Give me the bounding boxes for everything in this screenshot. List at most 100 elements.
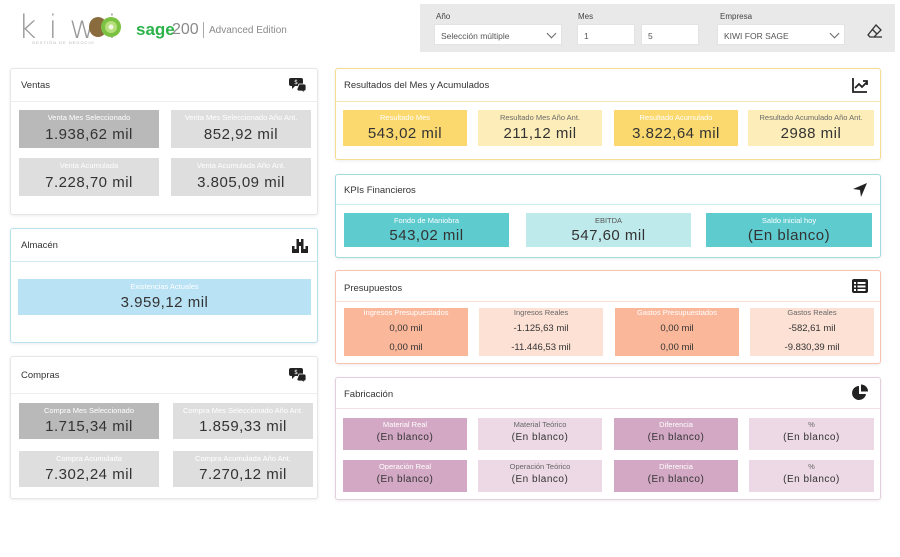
presupuestos-title: Presupuestos	[344, 283, 403, 294]
kpi-venta-mes: Venta Mes Seleccionado 1.938,62 mil	[19, 110, 159, 148]
kpi-value: (En blanco)	[511, 432, 569, 443]
edition-label: Advanced Edition	[209, 25, 287, 36]
kpi-value: 543,02 mil	[389, 227, 464, 244]
kpi-operacion-porcentaje: % (En blanco)	[749, 460, 874, 492]
kpi-value: 3.805,09 mil	[197, 174, 285, 191]
resultados-card: Resultados del Mes y Acumulados Resultad…	[335, 68, 881, 160]
kpi-gastos-presupuestados: Gastos Presupuestados 0,00 mil 0,00 mil	[615, 308, 739, 356]
month-label: Mes	[578, 12, 594, 21]
kpi-fondo-maniobra: Fondo de Maniobra 543,02 mil	[344, 213, 509, 247]
kpi-label: Resultado Mes Año Ant.	[499, 113, 581, 122]
compras-title: Compras	[21, 370, 60, 381]
company-dropdown[interactable]: KIWI FOR SAGE	[717, 24, 845, 45]
company-value: KIWI FOR SAGE	[724, 31, 789, 41]
presupuestos-card: Presupuestos Ingresos Presupuestados 0,0…	[335, 270, 881, 364]
kpi-material-teorico: Material Teórico (En blanco)	[478, 418, 602, 450]
header-divider	[203, 22, 204, 38]
card-separator	[11, 393, 317, 394]
kpi-value: 7.270,12 mil	[199, 466, 287, 483]
chat-money-icon: $	[289, 78, 307, 93]
company-label: Empresa	[720, 12, 753, 21]
kpi-compra-mes: Compra Mes Seleccionado 1.715,34 mil	[19, 403, 159, 439]
kpi-label: Saldo inicial hoy	[761, 216, 817, 225]
kpi-venta-acumulada: Venta Acumulada 7.228,70 mil	[19, 158, 159, 196]
kpi-venta-mes-ant: Venta Mes Seleccionado Año Ant. 852,92 m…	[171, 110, 311, 148]
kpi-compra-mes-ant: Compra Mes Seleccionado Año Ant. 1.859,3…	[173, 403, 313, 439]
trend-chart-icon	[852, 78, 868, 93]
kpi-venta-acumulada-ant: Venta Acumulada Año Ant. 3.805,09 mil	[171, 158, 311, 196]
kpi-value: (En blanco)	[511, 474, 569, 485]
kpi-value: (En blanco)	[376, 474, 434, 485]
kpi-value: 1.715,34 mil	[45, 418, 133, 435]
kpi-value-month: 0,00 mil	[389, 323, 423, 334]
svg-text:$: $	[294, 79, 298, 86]
kpi-value-month: -1.125,63 mil	[513, 323, 569, 334]
boxes-icon	[292, 239, 308, 253]
kpi-compra-acumulada: Compra Acumulada 7.302,24 mil	[19, 451, 159, 487]
card-separator	[336, 301, 880, 302]
sage-logo: sage	[136, 20, 175, 39]
almacen-title: Almacén	[21, 240, 58, 251]
kpi-value: 543,02 mil	[367, 125, 443, 142]
kpis-card: KPIs Financieros Fondo de Maniobra 543,0…	[335, 174, 881, 258]
kpi-label: Gastos Reales	[787, 308, 837, 317]
fabricacion-title: Fabricación	[344, 389, 394, 400]
kpi-resultado-acumulado-ant: Resultado Acumulado Año Ant. 2988 mil	[748, 110, 874, 146]
kpi-label: Diferencia	[659, 462, 693, 471]
kpi-label: Compra Mes Seleccionado Año Ant.	[182, 406, 304, 415]
kpi-label: Existencias Actuales	[130, 282, 199, 291]
chevron-down-icon	[546, 28, 557, 39]
card-separator	[336, 204, 880, 205]
kpi-label: Venta Acumulada Año Ant.	[196, 161, 286, 170]
ventas-title: Ventas	[21, 80, 51, 91]
kpi-label: Compra Acumulada Año Ant.	[195, 454, 291, 463]
kpi-operacion-teorico: Operación Teórico (En blanco)	[478, 460, 602, 492]
kpi-value: (En blanco)	[747, 227, 831, 244]
kpi-compra-acumulada-ant: Compra Acumulada Año Ant. 7.270,12 mil	[173, 451, 313, 487]
kpi-value: 3.959,12 mil	[120, 294, 209, 311]
kpi-resultado-mes: Resultado Mes 543,02 mil	[343, 110, 467, 146]
filter-bar: Año Selección múltiple Mes 1 5 Empresa K…	[420, 4, 895, 52]
kpi-value: 7.228,70 mil	[45, 174, 133, 191]
kpi-value-accumulated: -9.830,39 mil	[784, 342, 840, 353]
kpi-label: Material Real	[382, 420, 428, 429]
year-dropdown[interactable]: Selección múltiple	[434, 24, 562, 45]
kpi-existencias: Existencias Actuales 3.959,12 mil	[18, 279, 311, 315]
kpi-resultado-mes-ant: Resultado Mes Año Ant. 211,12 mil	[478, 110, 602, 146]
almacen-card: Almacén Existencias Actuales 3.959,12 mi…	[10, 228, 318, 343]
kpi-value: (En blanco)	[376, 432, 434, 443]
svg-text:$: $	[294, 369, 298, 376]
kpi-operacion-real: Operación Real (En blanco)	[343, 460, 467, 492]
kpi-label: %	[808, 420, 815, 429]
kpi-value: (En blanco)	[783, 474, 840, 485]
kpi-value-accumulated: 0,00 mil	[389, 342, 423, 353]
card-separator	[11, 261, 317, 262]
kpi-operacion-diferencia: Diferencia (En blanco)	[614, 460, 738, 492]
chat-money-icon: $	[289, 368, 307, 383]
ventas-card: Ventas $ Venta Mes Seleccionado 1.938,62…	[10, 68, 318, 215]
month-to-input[interactable]: 5	[641, 24, 699, 45]
kpi-value: (En blanco)	[783, 432, 840, 443]
eraser-icon[interactable]	[867, 23, 883, 39]
kpi-value: 1.859,33 mil	[199, 418, 287, 435]
kpi-label: Operación Real	[378, 462, 432, 471]
kpi-value: 547,60 mil	[571, 227, 646, 244]
kpi-resultado-acumulado: Resultado Acumulado 3.822,64 mil	[614, 110, 738, 146]
kpi-label: Operación Teórico	[509, 462, 571, 471]
month-to-value: 5	[648, 31, 653, 41]
kiwi-fruit-icon	[89, 17, 121, 37]
month-from-input[interactable]: 1	[577, 24, 635, 45]
kpi-value: 3.822,64 mil	[632, 125, 720, 142]
kpi-ebitda: EBITDA 547,60 mil	[526, 213, 691, 247]
kpi-ingresos-presupuestados: Ingresos Presupuestados 0,00 mil 0,00 mi…	[344, 308, 468, 356]
card-separator	[336, 408, 880, 409]
kpi-label: %	[808, 462, 815, 471]
chevron-down-icon	[829, 28, 840, 39]
navigation-arrow-icon	[853, 183, 867, 197]
kpi-saldo-inicial: Saldo inicial hoy (En blanco)	[706, 213, 872, 247]
kpi-label: Resultado Acumulado	[639, 113, 713, 122]
kpi-value: 2988 mil	[780, 125, 842, 142]
kpi-value: 852,92 mil	[203, 126, 279, 143]
card-separator	[336, 101, 880, 102]
kpi-label: Ingresos Reales	[513, 308, 569, 317]
